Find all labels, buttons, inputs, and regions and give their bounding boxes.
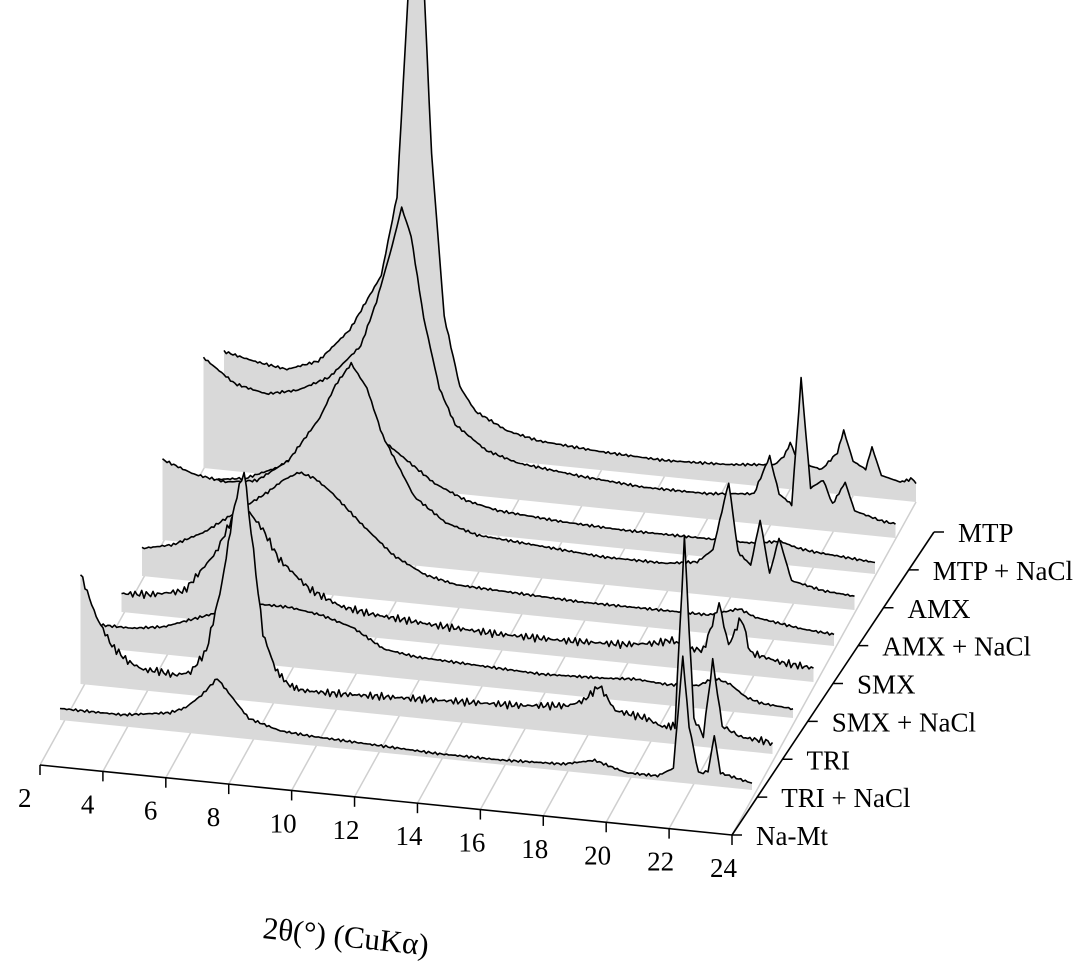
axes xyxy=(39,531,944,845)
series-label: TRI xyxy=(807,745,851,775)
series-fill xyxy=(121,510,814,682)
series-group xyxy=(59,0,917,790)
series-label: Na-Mt xyxy=(756,821,828,851)
series-label: TRI + NaCl xyxy=(781,783,910,813)
series-fill xyxy=(101,604,793,718)
x-tick-label: 12 xyxy=(333,815,360,845)
grid-line xyxy=(731,501,917,836)
series-fill xyxy=(60,656,752,790)
x-tick-label: 24 xyxy=(710,853,738,883)
series-label: SMX + NaCl xyxy=(832,707,976,737)
x-tick-label: 20 xyxy=(584,840,611,870)
x-tick-label: 6 xyxy=(144,796,158,826)
x-tick-label: 10 xyxy=(270,808,297,838)
x-tick-label: 22 xyxy=(647,847,674,877)
series-label: SMX xyxy=(857,670,916,700)
x-tick-label: 2 xyxy=(18,783,32,813)
x-tick-label: 18 xyxy=(521,834,548,864)
x-axis-line xyxy=(39,764,733,836)
series-line xyxy=(79,471,774,746)
series-fill xyxy=(142,472,834,646)
series-line xyxy=(202,206,896,525)
series-line xyxy=(59,655,753,784)
series-fill xyxy=(80,472,773,754)
series-label: AMX xyxy=(908,594,972,624)
x-tick-label: 14 xyxy=(395,821,423,851)
series-label: MTP + NaCl xyxy=(933,556,1073,586)
x-axis-title: 2θ(°) (CuKα) xyxy=(261,910,430,962)
x-tick-label: 8 xyxy=(207,802,221,832)
series-label: AMX + NaCl xyxy=(882,632,1031,662)
series-label: MTP xyxy=(958,518,1014,548)
series-line xyxy=(161,361,855,597)
x-tick-label: 4 xyxy=(81,789,95,819)
x-tick-label: 16 xyxy=(458,828,485,858)
